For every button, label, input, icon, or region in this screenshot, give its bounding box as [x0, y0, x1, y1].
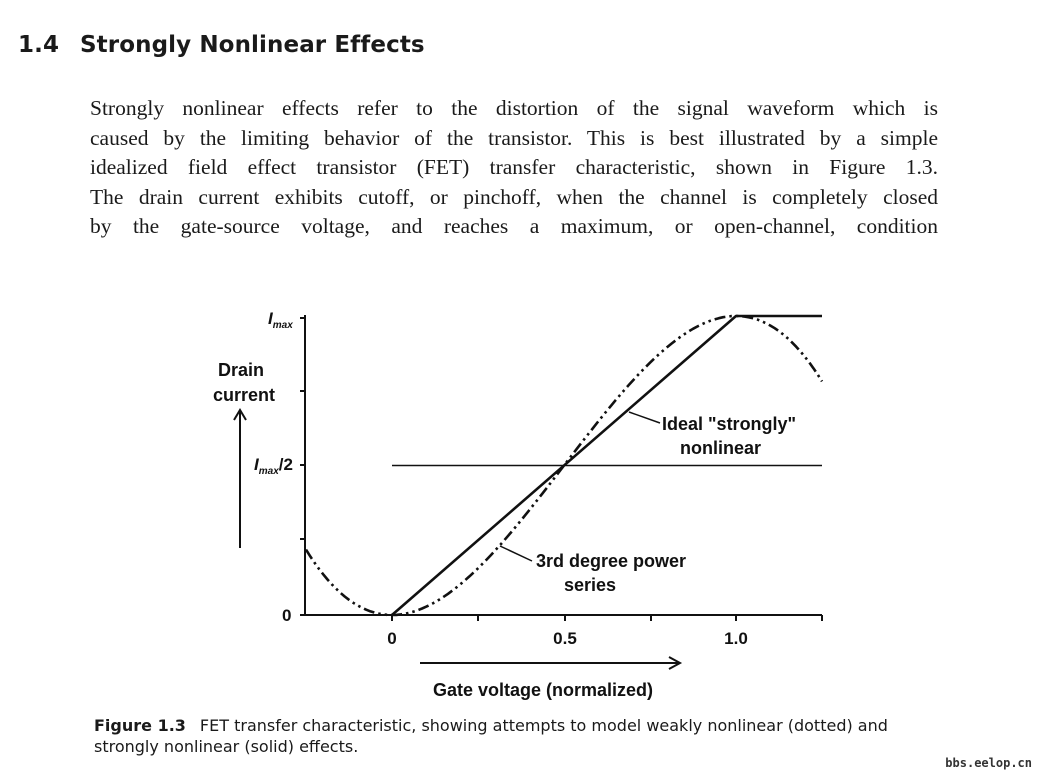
series-annotation-line2: series [564, 575, 616, 595]
x-axis-label: Gate voltage (normalized) [433, 680, 653, 700]
paragraph-line: The drain current exhibits cutoff, or pi… [90, 184, 938, 209]
paragraph-line: caused by the limiting behavior of the t… [90, 125, 938, 150]
x-tick-label: 0.5 [553, 629, 577, 648]
caption-text: FET transfer characteristic, showing att… [94, 716, 888, 756]
y-axis-label-line1: Drain [218, 360, 264, 380]
series-layer [304, 314, 824, 617]
series-leader-line [499, 545, 533, 562]
x-tick-label: 1.0 [724, 629, 748, 648]
y-axis-arrowhead [233, 408, 247, 421]
y-tick-label-zero: 0 [282, 606, 291, 625]
ideal-annotation-line2: nonlinear [680, 438, 761, 458]
ideal-annotation-line1: Ideal "strongly" [662, 414, 796, 434]
y-tick-label-half: Imax/2 [254, 455, 293, 477]
y-axis-label-line2: current [213, 385, 275, 405]
paragraph-line: idealized field effect transistor (FET) … [90, 155, 938, 179]
section-number: 1.4 [18, 32, 60, 58]
y-tick-label-max: Imax [268, 309, 293, 331]
section-title: Strongly Nonlinear Effects [80, 32, 425, 58]
section-heading: 1.4 Strongly Nonlinear Effects [18, 32, 425, 58]
paragraph-line: by the gate-source voltage, and reaches … [90, 214, 938, 238]
watermark: bbs.eelop.cn [945, 756, 1032, 770]
x-tick-label: 0 [387, 629, 396, 648]
caption-label: Figure 1.3 [94, 716, 186, 735]
body-paragraph: Strongly nonlinear effects refer to the … [90, 94, 938, 242]
series-annotation-line1: 3rd degree power [536, 551, 686, 571]
x-axis-arrowhead [668, 656, 683, 670]
series-line-1 [304, 314, 824, 617]
paragraph-line: Strongly nonlinear effects refer to the … [90, 96, 938, 120]
figure-caption: Figure 1.3 FET transfer characteristic, s… [94, 715, 954, 757]
ideal-leader-line [628, 411, 661, 424]
